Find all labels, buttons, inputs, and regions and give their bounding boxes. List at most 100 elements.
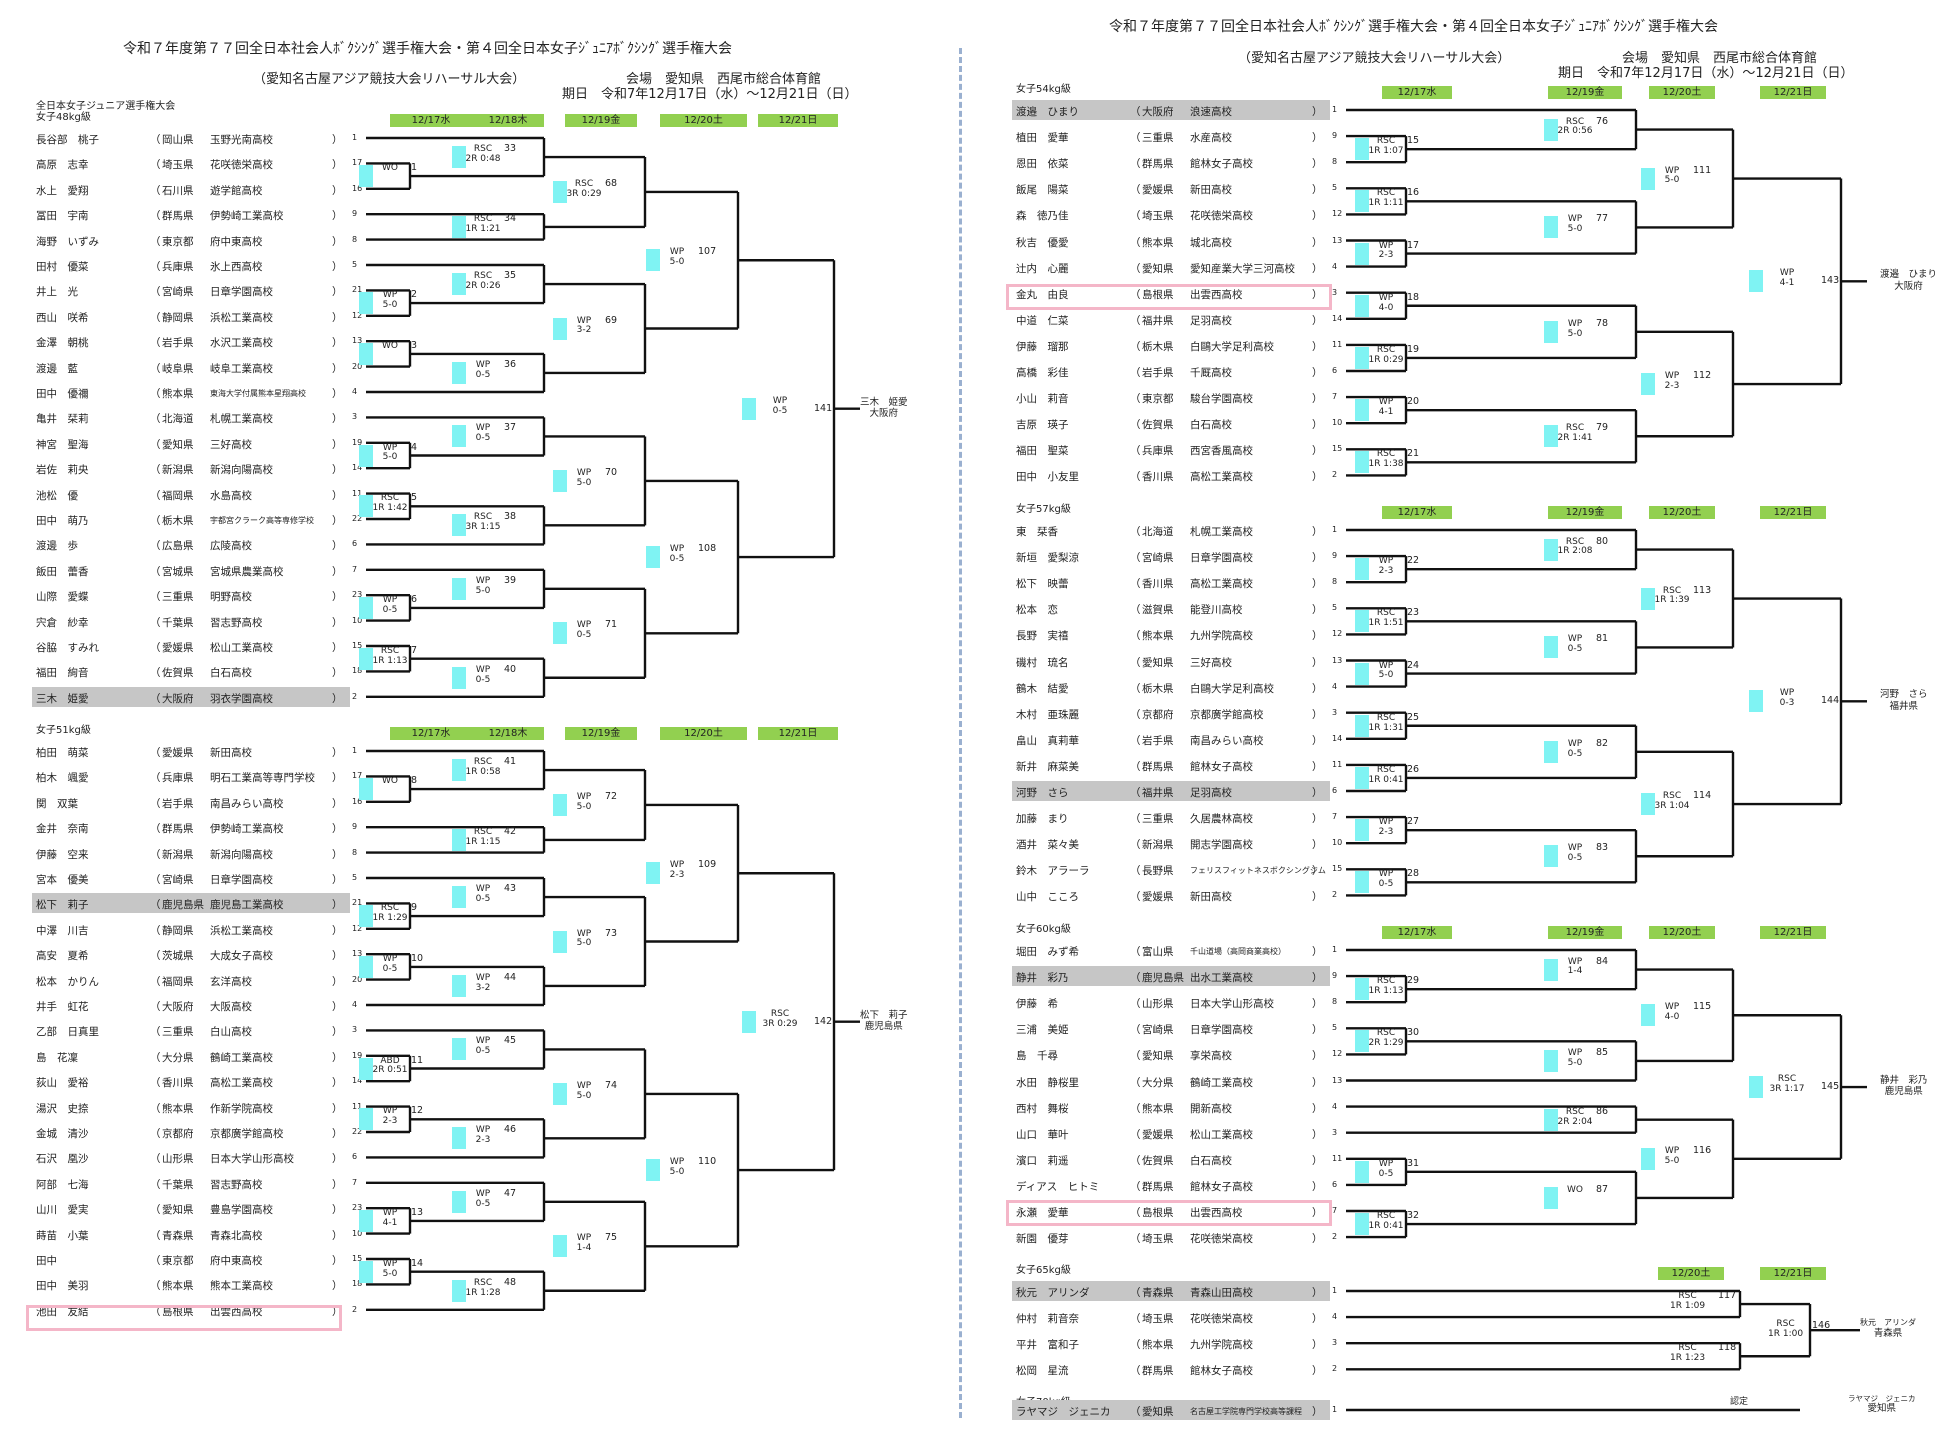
entrant-name: 湯沢 史捺: [36, 1102, 89, 1115]
paren-close: ）: [1312, 1365, 1323, 1378]
entrant-prefecture: 東京都: [162, 235, 194, 248]
paren-open: （: [150, 747, 161, 759]
bout-result: WO: [1567, 1184, 1583, 1195]
entrant-row: 谷脇 すみれ （愛媛県 松山工業高校 ）: [32, 636, 350, 656]
entrant-name: 松下 莉子: [36, 899, 89, 912]
paren-open: （: [150, 388, 161, 400]
paren-open: （: [1130, 1102, 1141, 1115]
entrant-name: 堀田 みず希: [1016, 946, 1079, 958]
entrant-name: 松本 かりん: [36, 975, 99, 988]
cyan-marker: [452, 828, 466, 851]
entrant-name: 森 徳乃佳: [1016, 210, 1069, 223]
entrant-prefecture: 京都府: [1142, 708, 1174, 721]
draw-number: 13: [1332, 235, 1343, 245]
cyan-marker: [452, 759, 466, 782]
paren-close: ）: [1312, 340, 1323, 353]
entrant-prefecture: 福岡県: [162, 975, 194, 988]
entrant-school: 伊勢崎工業高校: [210, 210, 284, 223]
cyan-marker: [359, 1108, 373, 1131]
paren-close: ）: [332, 591, 343, 604]
entrant-prefecture: 佐賀県: [162, 667, 194, 680]
paren-open: （: [1130, 288, 1141, 301]
bout-result: RSC 1R 1:11: [1368, 188, 1404, 209]
paren-open: （: [1130, 734, 1141, 747]
bout-result: RSC 1R 1:09: [1670, 1291, 1706, 1311]
entrant-prefecture: 埼玉県: [1142, 1313, 1174, 1326]
paren-open: （: [1130, 1233, 1141, 1246]
entrant-row: 秋吉 優愛 （熊本県 城北高校 ）: [1012, 231, 1330, 251]
champion-name: 松下 莉子: [860, 1009, 908, 1021]
bout-result: RSC 1R 0:58: [465, 757, 501, 777]
bout-result: RSC 1R 0:41: [1368, 764, 1404, 785]
paren-close: ）: [332, 261, 343, 273]
draw-number: 2: [1332, 1364, 1338, 1374]
entrant-school: 花咲徳栄高校: [1190, 1233, 1253, 1246]
bout-number: 16: [1407, 187, 1420, 199]
bout-number: 69: [605, 314, 618, 326]
paren-close: ）: [332, 1001, 343, 1013]
entrant-school: 南昌みらい高校: [1190, 734, 1264, 747]
paren-open: （: [1130, 471, 1141, 484]
entrant-name: 恩田 依菜: [1016, 158, 1069, 171]
entrant-school: 新潟向陽高校: [210, 848, 273, 861]
bout-number: 84: [1596, 955, 1609, 967]
paren-open: （: [150, 924, 161, 937]
paren-close: ）: [1312, 1024, 1323, 1037]
bout-number: 76: [1596, 115, 1609, 127]
entrant-row: ディアス ヒトミ （群馬県 館林女子高校 ）: [1012, 1175, 1330, 1195]
draw-number: 7: [1332, 392, 1338, 402]
bout-number: 117: [1718, 1290, 1737, 1302]
draw-number: 13: [1332, 655, 1343, 665]
entrant-row: 柏木 颯愛 （兵庫県 明石工業高等専門学校 ）: [32, 766, 350, 786]
draw-number: 2: [352, 1304, 358, 1314]
entrant-school: フェリスフィットネスボクシングジム: [1190, 866, 1326, 876]
entrant-school: 大成女子高校: [210, 950, 273, 963]
bout-number: 32: [1407, 1210, 1420, 1222]
cyan-marker: [1641, 167, 1655, 190]
bout-result: WP 4-1: [382, 1207, 398, 1228]
entrant-school: 東海大学付属熊本星翔高校: [210, 389, 306, 398]
paren-open: （: [150, 413, 161, 426]
cyan-marker: [1355, 1160, 1369, 1183]
entrant-name: 静井 彩乃: [1016, 972, 1069, 985]
entrant-row: 関 双葉 （岩手県 南昌みらい高校 ）: [32, 792, 350, 812]
bout-number: 37: [504, 422, 517, 434]
entrant-school: 玄洋高校: [210, 975, 252, 988]
entrant-row: 高安 夏希 （茨城県 大成女子高校 ）: [32, 944, 350, 964]
entrant-row: 荻山 愛裕 （香川県 高松工業高校 ）: [32, 1071, 350, 1091]
entrant-row: 渡邉 ひまり （大阪府 浪速高校 ）: [1012, 100, 1330, 120]
entrant-school: 南昌みらい高校: [210, 797, 284, 810]
round-date: 12/17水: [1382, 86, 1452, 99]
entrant-school: 白山高校: [210, 1026, 252, 1039]
bout-result: WP 0-5: [382, 594, 398, 615]
entrant-school: 出雲西高校: [1190, 288, 1243, 301]
section-heading: 女子57kg級: [1016, 504, 1071, 515]
entrant-prefecture: 静岡県: [162, 311, 194, 324]
draw-number: 17: [352, 771, 363, 781]
bout-result: RSC 2R 1:29: [1368, 1028, 1404, 1049]
entrant-name: 田村 優菜: [36, 261, 89, 273]
bout-result: RSC 2R 0:26: [465, 271, 501, 291]
bout-number: 107: [698, 246, 717, 258]
entrant-prefecture: 宮崎県: [162, 286, 194, 299]
cyan-marker: [452, 215, 466, 238]
cyan-marker: [1355, 978, 1369, 1001]
entrant-name: 渡邊 藍: [36, 362, 78, 375]
cyan-marker: [1355, 346, 1369, 369]
bout-number: 71: [605, 619, 618, 631]
bout-number: 7: [411, 644, 418, 656]
entrant-school: 府中東高校: [210, 235, 263, 248]
entrant-name: 新井 麻菜美: [1016, 760, 1079, 773]
entrant-row: 井上 光 （宮崎県 日章学園高校 ）: [32, 280, 350, 300]
paren-close: ）: [1312, 1128, 1323, 1141]
entrant-name: 谷脇 すみれ: [36, 642, 99, 654]
draw-number: 11: [1332, 759, 1343, 769]
cyan-marker: [1544, 1186, 1558, 1209]
left-title: 令和７年度第７７回全日本社会人ﾎﾞｸｼﾝｸﾞ選手権大会・第４回全日本女子ｼﾞｭﾆ…: [123, 41, 732, 57]
paren-open: （: [1130, 891, 1141, 904]
cyan-marker: [646, 1159, 660, 1182]
round-date: 12/21日: [758, 114, 838, 127]
entrant-name: 田中 小友里: [1016, 471, 1079, 484]
draw-number: 23: [352, 1203, 363, 1213]
cyan-marker: [1544, 216, 1558, 239]
